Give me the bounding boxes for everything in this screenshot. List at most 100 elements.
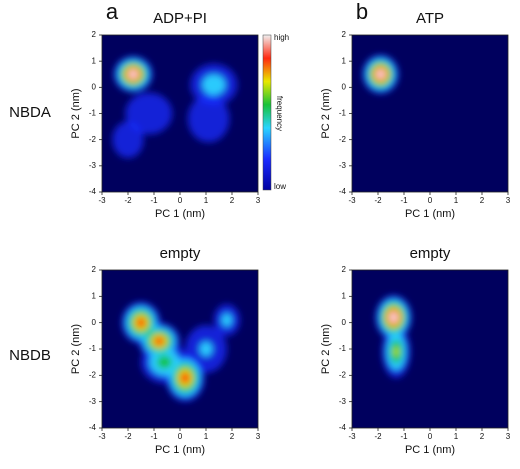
- x-tick-label: 3: [256, 432, 261, 441]
- panel-label: a: [106, 0, 119, 24]
- x-tick-label: -2: [374, 432, 382, 441]
- row-label: NBDB: [9, 347, 51, 364]
- y-tick-label: -4: [339, 187, 347, 196]
- density-peak: [201, 73, 226, 96]
- x-tick-label: 0: [178, 196, 183, 205]
- colorbar-high: high: [274, 33, 289, 42]
- x-axis-label: PC 1 (nm): [405, 444, 455, 456]
- density-peak: [394, 347, 399, 356]
- y-axis-label: PC 2 (nm): [70, 88, 82, 138]
- x-tick-label: -3: [348, 196, 356, 205]
- density: [121, 301, 240, 402]
- density: [362, 54, 399, 94]
- x-tick-label: 1: [204, 432, 209, 441]
- x-tick-label: 0: [428, 432, 433, 441]
- x-tick-label: -1: [400, 432, 408, 441]
- x-tick-label: -2: [124, 432, 132, 441]
- y-axis-label: PC 2 (nm): [320, 324, 332, 374]
- density-peak: [187, 95, 230, 143]
- y-tick-label: -2: [339, 370, 347, 379]
- y-tick-label: -3: [339, 397, 347, 406]
- y-tick-label: -3: [89, 161, 97, 170]
- density-blur: [121, 301, 240, 402]
- x-tick-label: -3: [348, 432, 356, 441]
- x-tick-label: 3: [506, 432, 511, 441]
- density-peak: [112, 121, 144, 158]
- y-tick-label: 0: [342, 82, 347, 91]
- y-tick-label: 1: [92, 56, 97, 65]
- x-tick-label: -3: [98, 196, 106, 205]
- colorbar-low: low: [274, 182, 286, 191]
- density-blur: [375, 295, 412, 378]
- colorbar: [262, 34, 272, 191]
- y-tick-label: -3: [89, 397, 97, 406]
- x-tick-label: -2: [124, 196, 132, 205]
- x-tick-label: 0: [178, 432, 183, 441]
- x-tick-label: 2: [230, 432, 235, 441]
- y-tick-label: 1: [92, 291, 97, 300]
- x-tick-label: -1: [150, 196, 158, 205]
- x-tick-label: 3: [256, 196, 261, 205]
- density-peak: [221, 313, 233, 327]
- y-tick-label: -2: [339, 135, 347, 144]
- y-tick-label: -2: [89, 370, 97, 379]
- y-axis-label: PC 2 (nm): [320, 88, 332, 138]
- panel-title: empty: [410, 245, 451, 262]
- x-tick-label: 2: [230, 196, 235, 205]
- density-peak: [156, 355, 172, 369]
- x-tick-label: 2: [480, 432, 485, 441]
- panel-label: b: [356, 0, 368, 24]
- density-peak: [199, 341, 213, 357]
- y-tick-label: 1: [342, 56, 347, 65]
- y-tick-label: 2: [92, 30, 97, 39]
- x-tick-label: 0: [428, 196, 433, 205]
- y-tick-label: -4: [89, 423, 97, 432]
- y-tick-label: -4: [89, 187, 97, 196]
- x-tick-label: -1: [400, 196, 408, 205]
- density: [375, 295, 412, 378]
- y-tick-label: -1: [339, 109, 347, 118]
- row-label: NBDA: [9, 104, 51, 121]
- panel-title: ATP: [416, 10, 444, 27]
- y-tick-label: 2: [342, 265, 347, 274]
- density-peak: [128, 70, 138, 79]
- x-axis-label: PC 1 (nm): [405, 208, 455, 220]
- plot-background: [352, 270, 508, 428]
- x-tick-label: 2: [480, 196, 485, 205]
- x-tick-label: 3: [506, 196, 511, 205]
- x-tick-label: 1: [454, 196, 459, 205]
- y-tick-label: 1: [342, 291, 347, 300]
- density-peak: [136, 317, 146, 328]
- density-blur: [362, 54, 399, 94]
- x-axis-label: PC 1 (nm): [155, 444, 205, 456]
- density-peak: [180, 372, 191, 384]
- y-tick-label: -4: [339, 423, 347, 432]
- y-tick-label: 0: [342, 318, 347, 327]
- density-peak: [389, 312, 398, 323]
- x-tick-label: -1: [150, 432, 158, 441]
- colorbar-label: frequency: [275, 96, 284, 131]
- x-tick-label: -3: [98, 432, 106, 441]
- y-tick-label: -1: [339, 344, 347, 353]
- y-tick-label: 2: [92, 265, 97, 274]
- y-tick-label: 0: [92, 318, 97, 327]
- x-axis-label: PC 1 (nm): [155, 208, 205, 220]
- x-tick-label: -2: [374, 196, 382, 205]
- y-tick-label: -1: [89, 344, 97, 353]
- y-tick-label: -1: [89, 109, 97, 118]
- y-axis-label: PC 2 (nm): [70, 324, 82, 374]
- density-peak: [154, 336, 165, 346]
- density-blur: [112, 55, 238, 158]
- density-peak: [125, 92, 173, 135]
- y-tick-label: 2: [342, 30, 347, 39]
- panel-title: ADP+PI: [153, 10, 207, 27]
- panel-title: empty: [160, 245, 201, 262]
- x-tick-label: 1: [454, 432, 459, 441]
- y-tick-label: -2: [89, 135, 97, 144]
- y-tick-label: -3: [339, 161, 347, 170]
- x-tick-label: 1: [204, 196, 209, 205]
- density: [112, 55, 238, 158]
- y-tick-label: 0: [92, 82, 97, 91]
- density-peak: [376, 69, 385, 79]
